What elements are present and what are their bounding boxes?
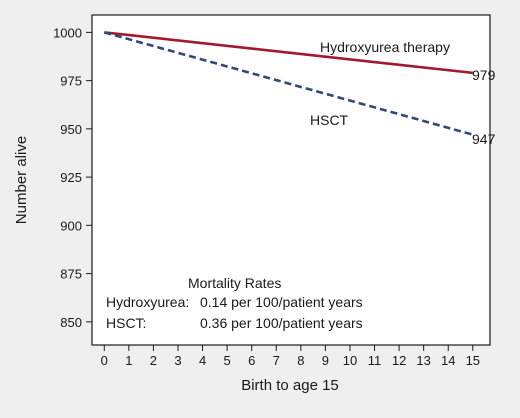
- mortality-label-hsct: HSCT:: [106, 315, 146, 331]
- y-tick-label: 900: [60, 218, 82, 233]
- x-tick-label: 3: [174, 353, 181, 368]
- x-axis: 0 1 2 3 4 5 6 7 8 9 10 11 12 13 14 15: [101, 345, 480, 368]
- y-axis-title: Number alive: [13, 136, 30, 224]
- y-tick-label: 925: [60, 170, 82, 185]
- x-tick-label: 11: [368, 353, 382, 368]
- y-tick-label: 1000: [53, 25, 82, 40]
- y-tick-label: 875: [60, 267, 82, 282]
- x-tick-label: 8: [297, 353, 304, 368]
- series-lines: [103, 31, 474, 136]
- mortality-value-hydroxyurea: 0.14 per 100/patient years: [200, 294, 363, 310]
- x-tick-label: 14: [441, 353, 455, 368]
- y-tick-label: 850: [60, 315, 82, 330]
- x-tick-label: 10: [343, 353, 357, 368]
- x-tick-label: 15: [466, 353, 480, 368]
- y-axis: 850 875 900 925 950 975 1000: [53, 25, 92, 330]
- series-line-hydroxyurea: [104, 31, 473, 75]
- x-tick-label: 4: [199, 353, 206, 368]
- mortality-title: Mortality Rates: [188, 275, 281, 291]
- plot-frame: [91, 14, 491, 346]
- x-tick-label: 9: [322, 353, 329, 368]
- y-tick-label: 950: [60, 122, 82, 137]
- x-axis-title: Birth to age 15: [241, 377, 339, 394]
- y-tick-label: 975: [60, 74, 82, 89]
- x-tick-label: 2: [150, 353, 157, 368]
- mortality-value-hsct: 0.36 per 100/patient years: [200, 315, 363, 331]
- x-tick-label: 7: [273, 353, 280, 368]
- x-tick-label: 13: [416, 353, 430, 368]
- series-line-hsct: [103, 31, 474, 136]
- x-tick-label: 1: [125, 353, 132, 368]
- mortality-label-hydroxyurea: Hydroxyurea:: [106, 294, 189, 310]
- x-tick-label: 12: [392, 353, 406, 368]
- x-tick-label: 0: [101, 353, 108, 368]
- end-label-hsct: 947: [472, 131, 496, 147]
- end-label-hydroxyurea: 979: [472, 67, 496, 83]
- series-label-hydroxyurea: Hydroxyurea therapy: [320, 39, 450, 55]
- series-label-hsct: HSCT: [310, 112, 349, 128]
- x-tick-label: 5: [224, 353, 231, 368]
- x-tick-label: 6: [248, 353, 255, 368]
